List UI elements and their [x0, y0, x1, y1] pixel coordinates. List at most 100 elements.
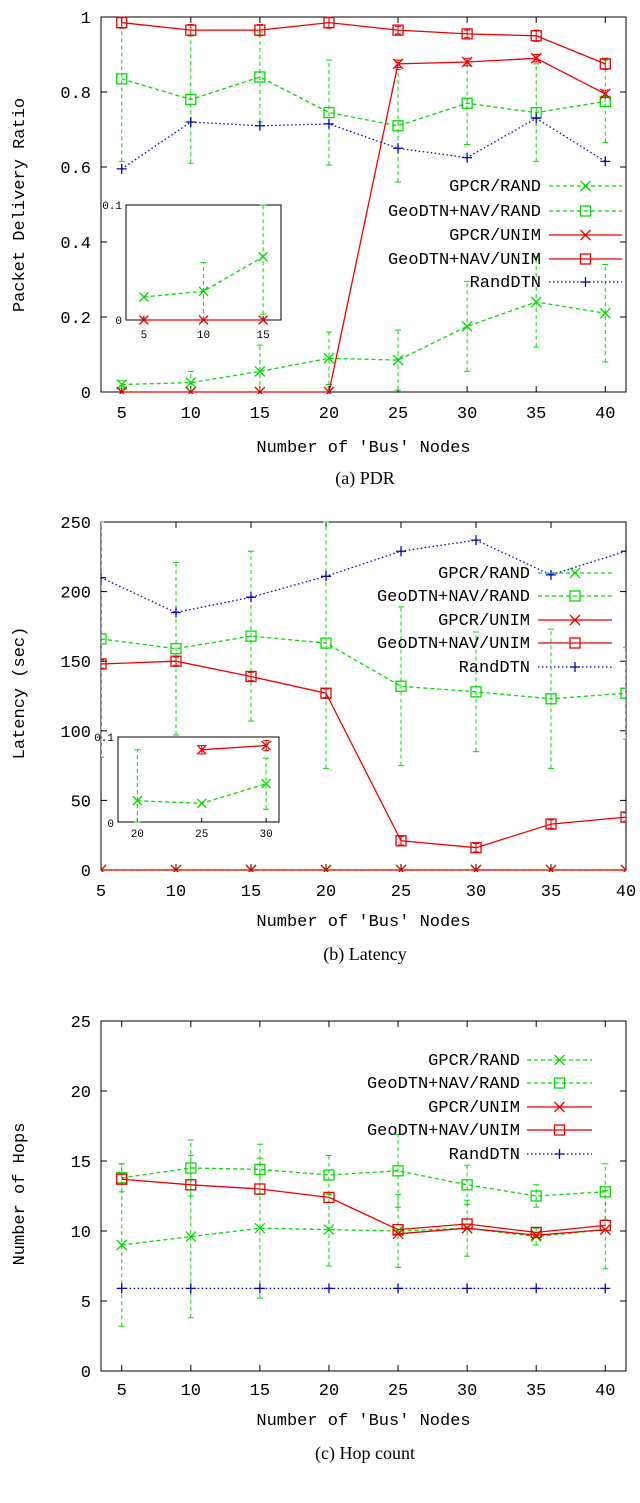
main-series-line	[121, 57, 606, 393]
inset-chart: 0.1 0 5 10 15	[102, 201, 282, 342]
main-point	[323, 386, 335, 394]
main-series-line	[121, 1167, 606, 1197]
main-point	[600, 1283, 611, 1294]
y-tick-label: 100	[60, 724, 91, 743]
main-point	[116, 163, 127, 174]
main-point	[254, 24, 266, 36]
main-point	[320, 687, 332, 699]
main-point	[323, 1283, 334, 1294]
main-series-line	[121, 1178, 606, 1234]
inset-x-tick-label: 15	[257, 330, 270, 342]
main-point	[323, 1224, 335, 1236]
legend: GPCR/RAND GeoDTN+NAV/RAND GPCR/UNIM GeoDTN+…	[388, 178, 622, 293]
inset-x-tick-label: 30	[260, 829, 273, 841]
x-tick-label: 15	[241, 883, 261, 902]
x-tick-label: 40	[595, 405, 615, 424]
main-point	[116, 386, 128, 394]
main-point	[392, 24, 404, 36]
main-point	[621, 546, 626, 557]
x-axis-label: Number of 'Bus' Nodes	[256, 913, 470, 932]
inset-point	[196, 744, 207, 755]
main-series-4	[101, 535, 626, 618]
legend-label: GPCR/RAND	[438, 565, 530, 584]
legend-label: GPCR/UNIM	[428, 1099, 520, 1118]
x-axis-label: Number of 'Bus' Nodes	[256, 1412, 470, 1431]
main-point	[116, 1283, 127, 1294]
legend-label: GeoDTN+NAV/RAND	[377, 588, 530, 607]
main-point	[393, 143, 404, 154]
main-series-line	[101, 660, 626, 849]
legend-sample-marker	[553, 1124, 566, 1136]
main-point	[530, 1190, 542, 1202]
main-point	[461, 320, 473, 332]
legend: GPCR/RAND GeoDTN+NAV/RAND GPCR/UNIM GeoDTN+…	[367, 1052, 592, 1165]
main-point	[170, 655, 182, 667]
plot-frame	[100, 1020, 627, 1372]
main-point	[116, 16, 128, 29]
main-point	[470, 864, 482, 872]
x-tick-label: 20	[316, 883, 336, 902]
main-point	[101, 572, 106, 583]
y-tick-label: 0.6	[60, 160, 91, 179]
inset-point	[138, 292, 149, 302]
main-point	[395, 835, 407, 847]
main-point	[599, 58, 611, 70]
legend-label: GPCR/UNIM	[438, 612, 530, 631]
legend: GPCR/RAND GeoDTN+NAV/RAND GPCR/UNIM GeoDTN+…	[377, 565, 612, 678]
inset-point	[198, 315, 209, 325]
x-tick-label: 35	[526, 1382, 546, 1401]
plot-data	[116, 1133, 611, 1327]
y-tick-label: 50	[71, 793, 91, 812]
main-point	[462, 1283, 473, 1294]
legend-sample-marker	[554, 1149, 565, 1159]
y-tick-label: 0.8	[60, 85, 91, 104]
x-tick-label: 35	[526, 405, 546, 424]
main-point	[185, 1162, 197, 1174]
main-point	[470, 686, 482, 698]
main-point	[530, 296, 542, 308]
legend-sample-marker	[553, 1077, 566, 1089]
legend-sample-marker	[579, 253, 592, 265]
legend-sample-marker	[569, 614, 581, 626]
main-series-line	[121, 21, 606, 65]
legend-label: GeoDTN+NAV/RAND	[367, 1075, 520, 1094]
inset-point	[196, 798, 207, 809]
legend-sample-marker	[580, 277, 591, 287]
inset-point	[132, 795, 143, 806]
main-point	[245, 630, 257, 642]
main-series-line	[121, 1227, 606, 1246]
main-point	[323, 118, 334, 129]
x-tick-label: 5	[117, 405, 127, 424]
y-axis-label: Latency (sec)	[11, 627, 30, 760]
y-tick-label: 0.4	[60, 235, 91, 254]
y-tick-label: 20	[71, 1084, 91, 1103]
main-point	[530, 52, 542, 64]
main-point	[185, 1283, 196, 1294]
main-point	[392, 58, 404, 70]
y-tick-label: 250	[60, 515, 91, 534]
legend-sample-marker	[580, 180, 591, 192]
x-tick-label: 25	[388, 405, 408, 424]
main-point	[101, 633, 107, 645]
main-point	[599, 1219, 611, 1232]
legend-sample-marker	[579, 205, 592, 217]
legend-label: GPCR/RAND	[428, 1052, 520, 1071]
inset-x-tick-label: 20	[131, 829, 144, 841]
main-point	[245, 864, 257, 872]
main-point	[254, 1183, 266, 1195]
main-point	[323, 1169, 335, 1181]
inset-point	[198, 286, 209, 297]
legend-sample-marker	[580, 229, 591, 241]
inset-point	[138, 315, 149, 325]
main-point	[530, 30, 542, 42]
y-tick-label: 5	[81, 1294, 91, 1313]
main-series-4	[116, 1283, 611, 1294]
main-point	[171, 607, 181, 618]
main-point	[530, 1231, 542, 1243]
main-point	[323, 106, 335, 119]
main-point	[392, 120, 404, 132]
main-point	[545, 818, 557, 830]
main-point	[254, 120, 265, 131]
y-axis-label: Number of Hops	[11, 1123, 30, 1266]
y-tick-label: 0.2	[60, 310, 91, 329]
